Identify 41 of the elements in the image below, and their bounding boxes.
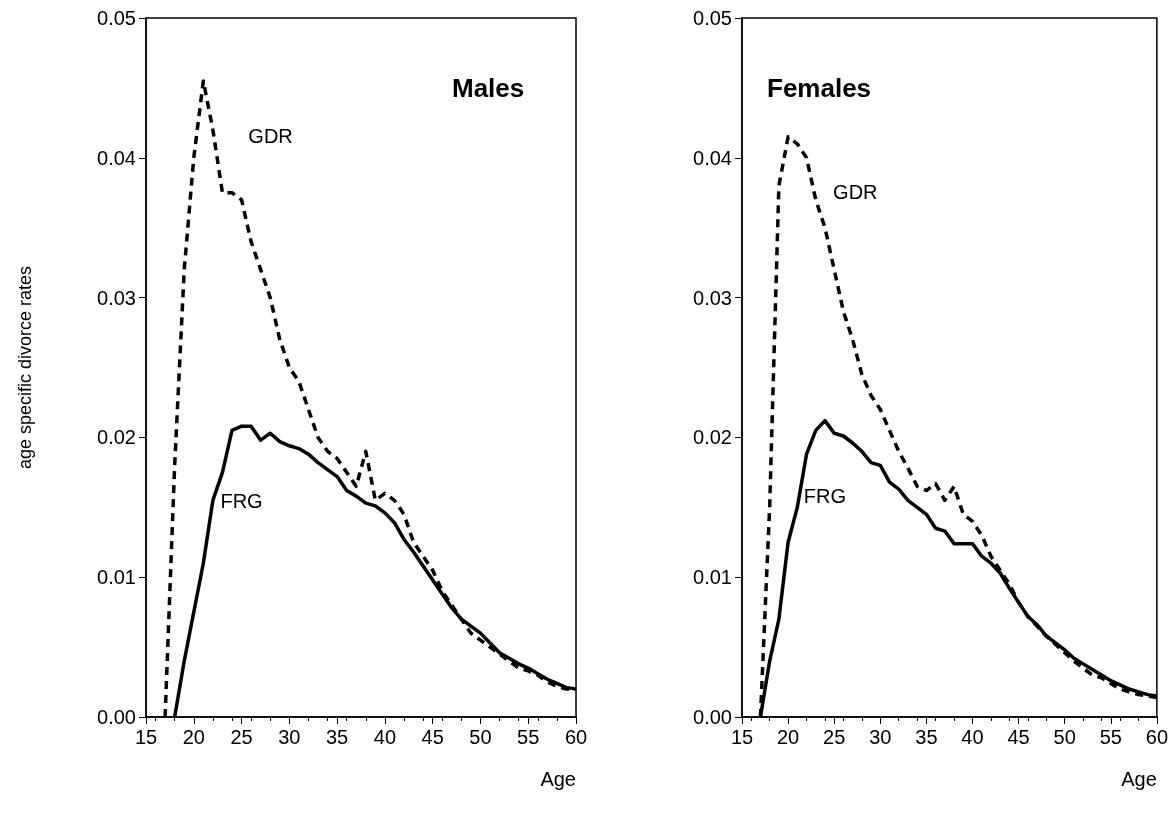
x-tick-label: 15 [730,726,754,748]
series-label: GDR [833,180,878,203]
y-tick-label: 0.03 [693,286,732,309]
y-axis-title: age specific divorce rates [15,265,35,470]
y-tick-label: 0.04 [693,146,732,169]
x-axis-title: Age [1121,768,1157,790]
x-tick-label: 40 [961,726,984,748]
x-tick-label: 25 [823,726,846,748]
y-tick-label: 0.02 [97,426,136,449]
y-tick-label: 0.02 [693,426,732,449]
y-tick-label: 0.00 [97,706,136,728]
x-tick-label: 50 [1053,726,1076,748]
x-tick-label: 30 [869,726,892,748]
x-tick-label: 35 [325,726,349,748]
x-tick-label: 55 [1099,726,1122,748]
text: Males [452,73,525,103]
x-tick-label: 25 [230,726,253,748]
series-label: FRG [220,490,263,513]
x-tick-label: 45 [1007,726,1030,748]
y-tick-label: 0.01 [693,566,732,589]
y-tick-label: 0.04 [97,146,136,169]
y-tick-label: 0.01 [97,566,136,589]
y-tick-label: 0.05 [97,7,136,29]
x-tick-label: 30 [278,726,301,748]
text: Females [767,73,872,103]
x-tick-label: 35 [915,726,938,748]
x-tick-label: 50 [469,726,492,748]
x-tick-label: 20 [776,726,800,748]
y-tick-label: 0.00 [693,706,732,728]
x-tick-label: 45 [421,726,444,748]
series-label: GDR [248,124,293,147]
series-label: FRG [803,484,847,507]
x-tick-label: 20 [182,726,205,748]
x-tick-label: 55 [517,726,540,748]
y-tick-label: 0.03 [97,286,136,309]
x-axis-title: Age [540,768,576,790]
x-tick-label: 60 [564,726,588,748]
x-tick-label: 60 [1145,726,1168,748]
y-tick-label: 0.05 [693,7,732,29]
x-tick-label: 15 [134,726,158,748]
x-tick-label: 40 [373,726,397,748]
